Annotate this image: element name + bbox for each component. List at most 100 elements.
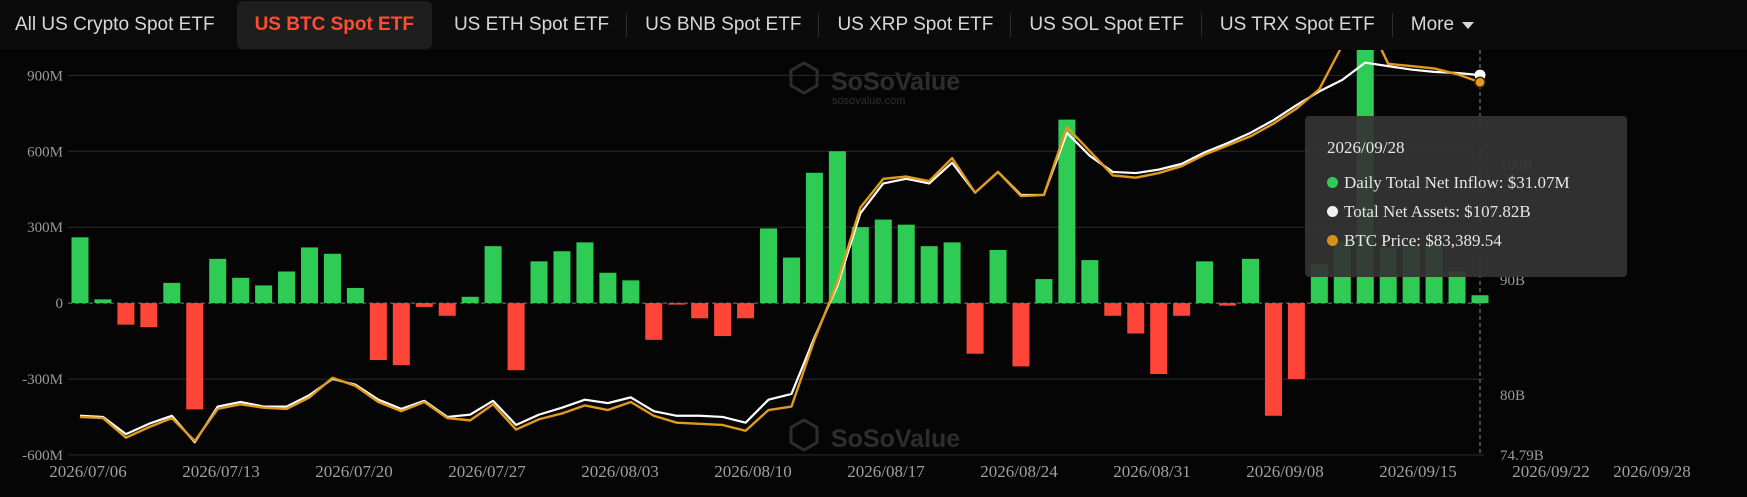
flow-bar: [897, 224, 915, 304]
flow-bar: [737, 303, 755, 319]
tab-divider: [818, 13, 820, 37]
btc-price-marker: [1474, 76, 1486, 88]
flow-bar: [117, 303, 135, 325]
flow-bar: [943, 242, 961, 304]
tab-etf-5[interactable]: US SOL Spot ETF: [1011, 1, 1202, 49]
flow-bar: [989, 249, 1007, 304]
flow-bar: [714, 303, 732, 337]
legend-dot-icon: [1327, 206, 1338, 217]
x-axis-tick: 2026/07/06: [49, 462, 126, 481]
flow-bar: [1104, 303, 1122, 316]
tab-label: More: [1410, 14, 1455, 35]
net-assets-line: [79, 61, 1481, 444]
legend-dot-icon: [1327, 235, 1338, 246]
tab-more[interactable]: More: [1393, 1, 1492, 49]
watermark: SoSoValue: [789, 418, 960, 453]
tab-label: US SOL Spot ETF: [1029, 14, 1184, 35]
flow-bar: [461, 296, 479, 304]
flow-bar: [1081, 260, 1099, 304]
x-axis-tick: 2026/07/27: [448, 462, 526, 481]
flow-bar: [1264, 303, 1282, 416]
flow-bar: [301, 247, 319, 304]
y-axis-left-tick: 600M: [27, 144, 63, 160]
watermark-brand: SoSoValue: [831, 425, 960, 453]
flow-bar: [278, 271, 296, 304]
tab-label: US BTC Spot ETF: [254, 14, 414, 35]
tooltip-row-label: BTC Price: $83,389.54: [1344, 230, 1502, 250]
tooltip-row-label: Daily Total Net Inflow: $31.07M: [1344, 172, 1570, 192]
flow-bar: [805, 172, 823, 304]
flow-bar: [599, 272, 617, 304]
logo-icon: [789, 418, 819, 452]
tooltip-row: BTC Price: $83,389.54: [1327, 226, 1627, 255]
x-axis-tick: 2026/08/24: [980, 462, 1058, 481]
tab-label: US ETH Spot ETF: [453, 14, 610, 35]
x-axis-tick: 2026/09/08: [1246, 462, 1323, 481]
flow-bar: [438, 303, 456, 316]
tab-etf-0[interactable]: All US Crypto Spot ETF: [0, 1, 233, 49]
flow-bar: [1196, 261, 1214, 304]
y-axis-left-tick: 300M: [27, 220, 63, 236]
tooltip-row-label: Total Net Assets: $107.82B: [1344, 201, 1531, 221]
legend-dot-icon: [1327, 177, 1338, 188]
tab-label: US XRP Spot ETF: [837, 14, 994, 35]
tab-divider: [1010, 13, 1012, 37]
etf-tab-bar: All US Crypto Spot ETF US BTC Spot ETF US …: [0, 0, 1747, 50]
y-axis-left-tick: 0: [56, 296, 64, 312]
x-axis-tick: 2026/07/20: [315, 462, 392, 481]
y-axis-left-tick: -300M: [22, 372, 63, 388]
flow-bar: [920, 246, 938, 304]
tab-etf-2[interactable]: US ETH Spot ETF: [436, 1, 628, 49]
flow-bar: [1219, 303, 1237, 306]
flow-bar: [668, 303, 686, 305]
flow-bar: [1058, 119, 1076, 304]
flow-bar: [1127, 303, 1145, 334]
flow-bar: [576, 242, 594, 304]
tab-etf-3[interactable]: US BNB Spot ETF: [627, 1, 820, 49]
flow-bar: [507, 303, 525, 371]
y-axis-left-tick: 900M: [27, 68, 63, 84]
flow-bar: [645, 303, 663, 340]
flow-bar: [232, 277, 250, 304]
flow-bar: [1012, 303, 1030, 367]
x-axis-tick: 2026/08/17: [847, 462, 925, 481]
flow-bar: [186, 303, 204, 410]
tab-etf-1[interactable]: US BTC Spot ETF: [236, 1, 432, 49]
tab-label: US BNB Spot ETF: [645, 14, 802, 35]
x-axis-tick: 2026/09/15: [1379, 462, 1456, 481]
y-axis-right-tick: 74.79B: [1500, 448, 1544, 464]
flow-bar: [346, 287, 364, 304]
flow-bar: [209, 258, 227, 304]
watermark-brand: SoSoValue: [831, 68, 960, 96]
flow-bar: [415, 303, 433, 307]
y-axis-right-tick: 80B: [1500, 388, 1525, 404]
flow-bar: [691, 303, 709, 319]
flow-bar: [323, 253, 341, 304]
caret-down-icon: [1462, 21, 1475, 29]
flow-bar: [874, 219, 892, 304]
flow-bar: [1471, 295, 1489, 304]
x-axis-tick: 2026/09/22: [1512, 462, 1589, 481]
tab-label: US TRX Spot ETF: [1219, 14, 1375, 35]
flow-bar: [163, 282, 181, 304]
y-axis-left-tick: -600M: [22, 448, 63, 464]
tooltip-date: 2026/09/28: [1327, 138, 1405, 157]
flow-bar: [484, 246, 502, 304]
tooltip-row: Total Net Assets: $107.82B: [1327, 197, 1627, 226]
tab-divider: [1200, 13, 1202, 37]
flow-bar: [1241, 258, 1259, 304]
tab-etf-4[interactable]: US XRP Spot ETF: [819, 1, 1012, 49]
flow-bar: [1173, 303, 1191, 316]
tab-label: All US Crypto Spot ETF: [15, 14, 215, 35]
flow-bar: [1035, 279, 1053, 304]
tab-etf-6[interactable]: US TRX Spot ETF: [1202, 1, 1393, 49]
x-axis-tick: 2026/09/28: [1613, 462, 1690, 481]
flow-bar: [392, 303, 410, 366]
flow-bar: [71, 237, 89, 304]
flow-bar: [1287, 303, 1305, 380]
flow-bar: [94, 299, 112, 304]
flow-bar: [622, 280, 640, 304]
flow-bar: [369, 303, 387, 361]
x-axis-tick: 2026/08/31: [1113, 462, 1190, 481]
